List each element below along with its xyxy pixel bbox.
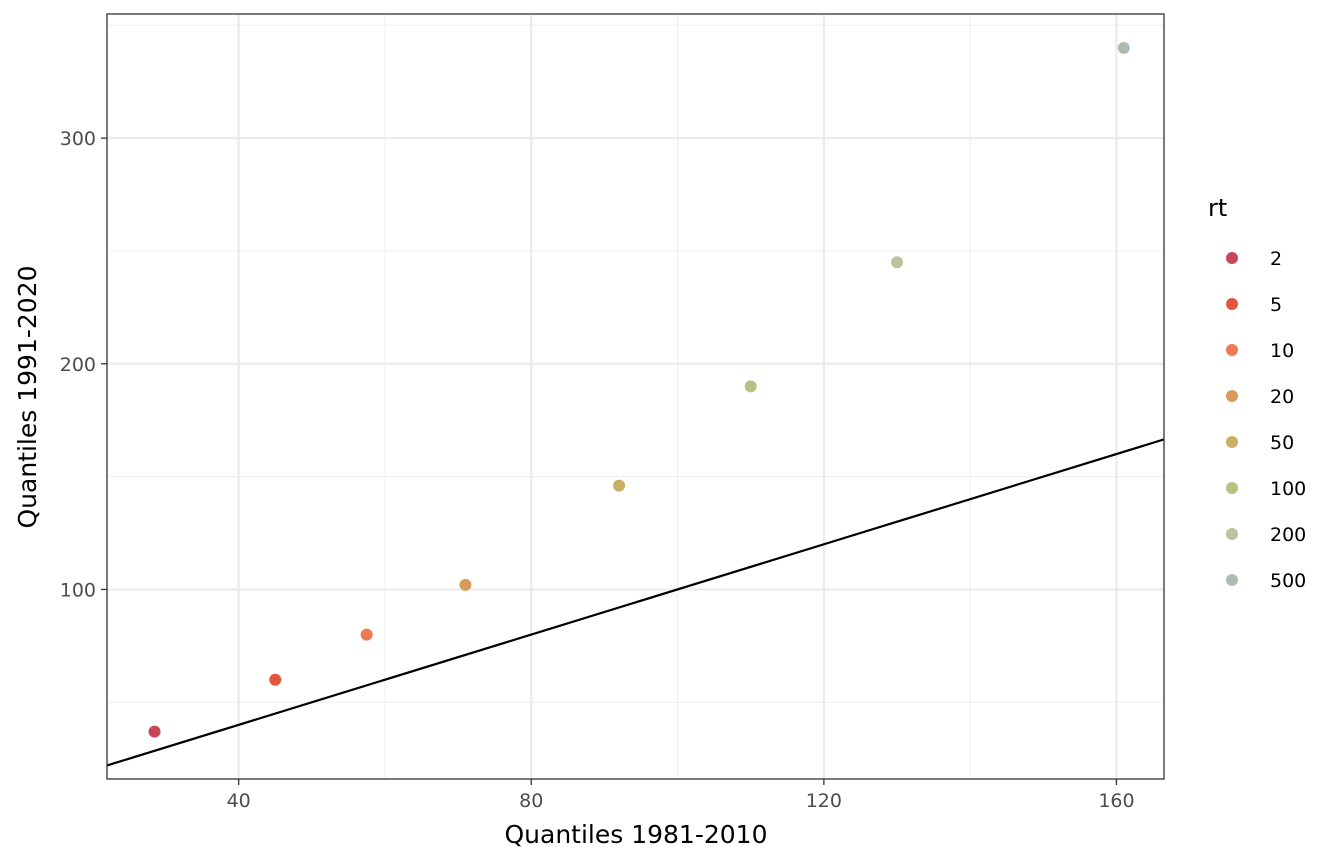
legend-label-50: 50 (1270, 432, 1294, 454)
legend-label-10: 10 (1270, 340, 1294, 362)
data-points (148, 41, 1130, 738)
legend-key-50 (1226, 436, 1238, 448)
y-axis-ticks: 100 200 300 (60, 128, 107, 601)
data-point-rt-50 (613, 479, 626, 492)
x-axis-ticks: 40 80 120 160 (227, 779, 1135, 812)
legend-key-10 (1226, 344, 1238, 356)
x-tick-label: 160 (1098, 790, 1134, 812)
legend-title: rt (1208, 194, 1227, 222)
reference-line-layer (106, 438, 1165, 767)
legend-key-20 (1226, 390, 1238, 402)
y-tick-label: 200 (60, 354, 96, 376)
data-point-rt-500 (1117, 41, 1130, 54)
x-tick-label: 40 (227, 790, 251, 812)
legend-label-20: 20 (1270, 386, 1294, 408)
x-tick-label: 120 (806, 790, 842, 812)
legend-entries: 2 5 10 20 50 100 200 500 (1226, 248, 1306, 592)
y-tick-label: 300 (60, 128, 96, 150)
y-tick-label: 100 (60, 579, 96, 601)
legend-key-500 (1226, 574, 1238, 586)
data-point-rt-5 (269, 673, 282, 686)
legend-key-2 (1226, 252, 1238, 264)
data-point-rt-2 (148, 725, 161, 738)
legend-label-2: 2 (1270, 248, 1282, 270)
y-axis-title: Quantiles 1991-2020 (13, 265, 42, 528)
x-axis-title: Quantiles 1981-2010 (504, 820, 767, 849)
legend-label-200: 200 (1270, 524, 1306, 546)
legend-label-500: 500 (1270, 570, 1306, 592)
major-gridlines (107, 14, 1164, 779)
legend-label-100: 100 (1270, 478, 1306, 500)
legend-key-200 (1226, 528, 1238, 540)
panel-border (106, 13, 1165, 780)
data-point-rt-200 (891, 256, 904, 269)
identity-reference-line (106, 438, 1165, 767)
data-point-rt-10 (360, 628, 373, 641)
legend-key-5 (1226, 298, 1238, 310)
data-point-rt-20 (459, 578, 472, 591)
legend-key-100 (1226, 482, 1238, 494)
data-point-rt-100 (744, 380, 757, 393)
legend-label-5: 5 (1270, 294, 1282, 316)
x-tick-label: 80 (519, 790, 543, 812)
minor-gridlines (107, 14, 1164, 779)
legend: rt 2 5 10 20 50 100 200 500 (1208, 194, 1306, 592)
